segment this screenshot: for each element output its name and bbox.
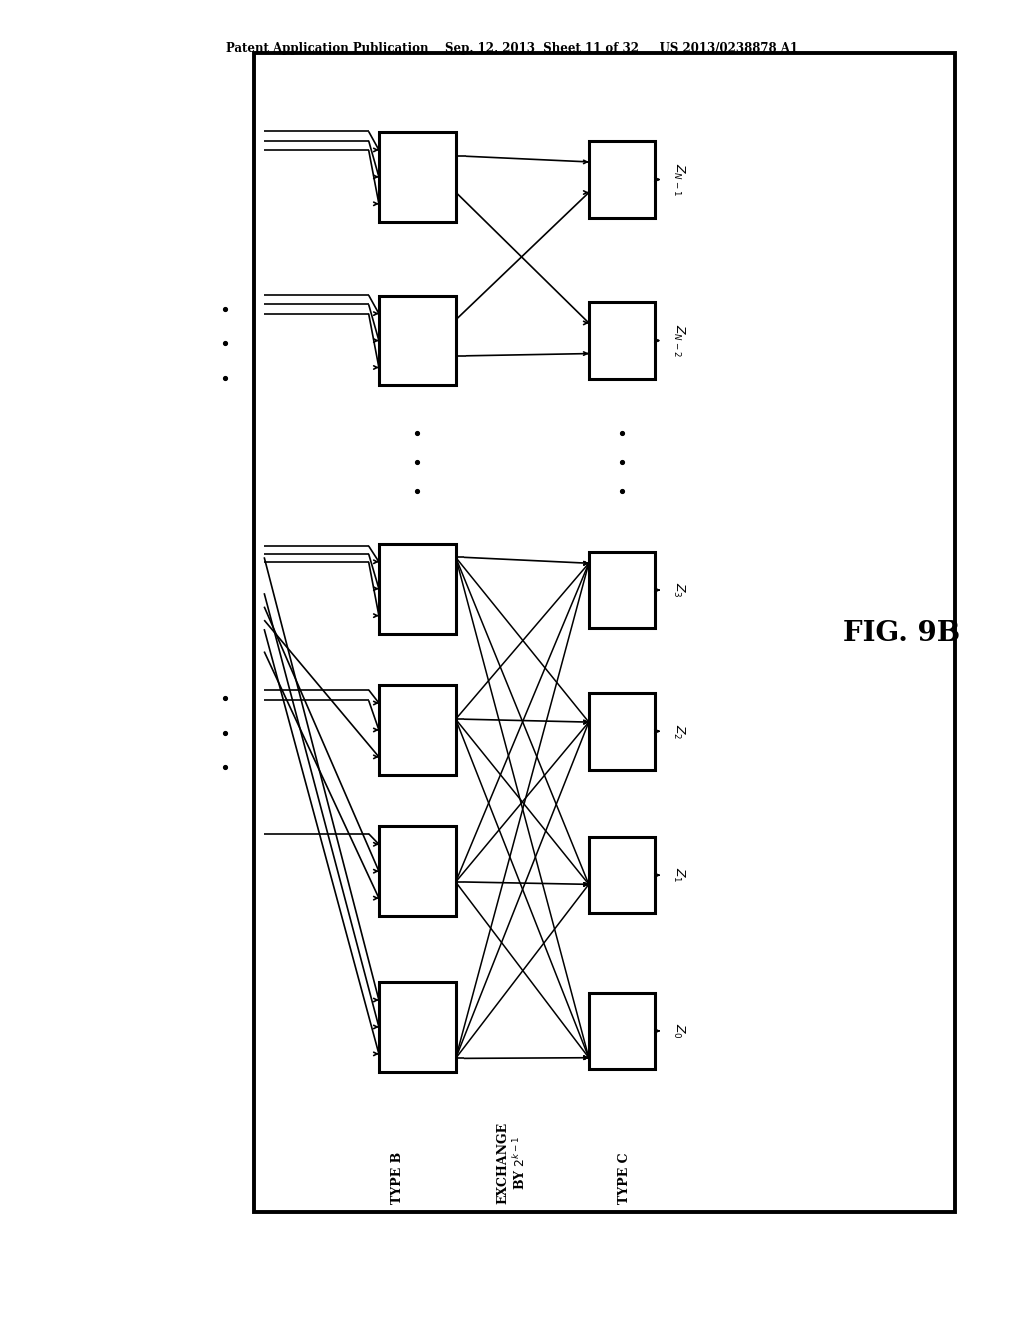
Text: $Z_{N-1}$: $Z_{N-1}$ xyxy=(671,164,686,195)
Bar xyxy=(589,993,655,1069)
Bar xyxy=(379,296,456,385)
Text: $Z_1$: $Z_1$ xyxy=(671,867,686,883)
Bar xyxy=(254,53,955,1212)
Bar xyxy=(589,693,655,770)
Bar xyxy=(379,685,456,775)
Bar xyxy=(379,132,456,222)
Text: $Z_{N-2}$: $Z_{N-2}$ xyxy=(671,325,686,356)
Text: TYPE B: TYPE B xyxy=(391,1151,403,1204)
Text: TYPE C: TYPE C xyxy=(618,1152,631,1204)
Text: $Z_3$: $Z_3$ xyxy=(671,582,686,598)
Bar xyxy=(589,302,655,379)
Text: EXCHANGE
BY $2^{k-1}$: EXCHANGE BY $2^{k-1}$ xyxy=(497,1122,527,1204)
Bar xyxy=(379,544,456,634)
Text: $Z_2$: $Z_2$ xyxy=(671,723,686,739)
Bar xyxy=(589,141,655,218)
Text: Patent Application Publication    Sep. 12, 2013  Sheet 11 of 32     US 2013/0238: Patent Application Publication Sep. 12, … xyxy=(226,42,798,55)
Text: FIG. 9B: FIG. 9B xyxy=(843,620,959,647)
Bar xyxy=(589,837,655,913)
Bar xyxy=(589,552,655,628)
Bar xyxy=(379,982,456,1072)
Text: $Z_0$: $Z_0$ xyxy=(671,1023,686,1039)
Bar xyxy=(379,826,456,916)
